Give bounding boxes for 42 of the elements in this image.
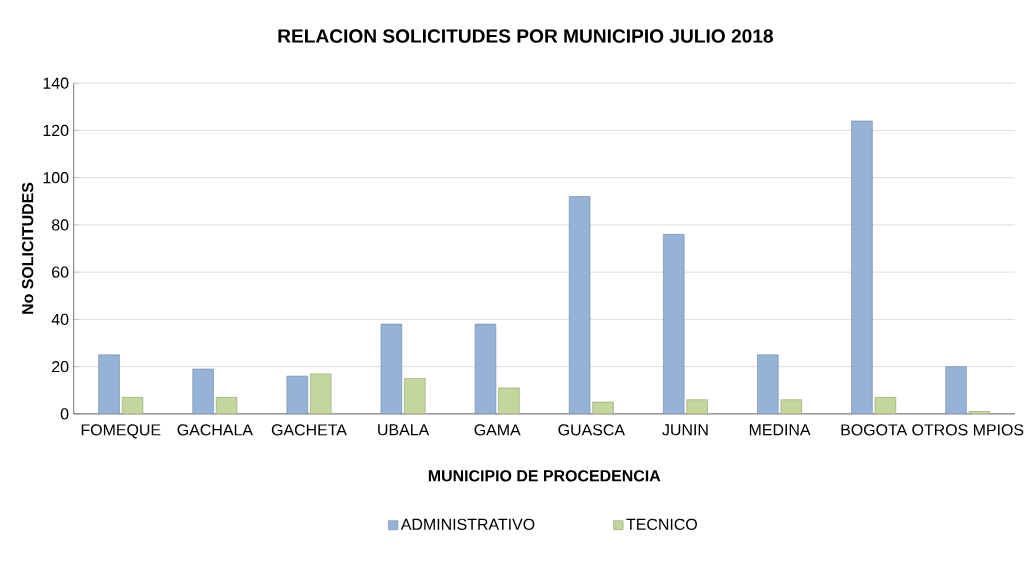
x-tick-label: UBALA [378, 424, 430, 436]
bar [498, 387, 520, 414]
y-tick-label: 120 [43, 124, 69, 136]
y-tick-label: 100 [43, 171, 69, 184]
bar [592, 401, 614, 414]
bar [568, 196, 591, 414]
x-tick-label: BOGOTA [841, 424, 908, 436]
y-tick-label: 60 [52, 266, 69, 278]
bar [310, 373, 332, 414]
x-tick-label: OTROS MPIOS [912, 424, 1024, 436]
bar [404, 378, 426, 414]
bar [968, 411, 991, 414]
x-tick-label: FOMEQUE [81, 424, 161, 439]
bar [686, 399, 708, 414]
y-tick-label: 140 [43, 77, 69, 89]
chart-title: RELACION SOLICITUDES POR MUNICIPIO JULIO 2018 [278, 29, 773, 43]
x-tick-label: GACHALA [177, 424, 253, 436]
legend-label: ADMINISTRATIVO [400, 518, 535, 530]
bar [757, 354, 779, 414]
y-tick-label: 0 [60, 408, 69, 420]
bar [874, 397, 897, 414]
bar [851, 120, 873, 414]
legend-label: TECNICO [626, 518, 697, 530]
bar [380, 323, 403, 414]
x-tick-label: GACHETA [271, 424, 347, 436]
y-tick-label: 40 [51, 313, 69, 325]
bar [192, 368, 214, 414]
y-tick-label: 20 [52, 360, 69, 373]
x-tick-label: GUASCA [558, 424, 625, 436]
bar [945, 366, 967, 414]
x-axis-title: MUNICIPIO DE PROCEDENCIA [428, 470, 661, 482]
x-tick-label: MEDINA [749, 424, 811, 436]
bar [98, 354, 120, 414]
bar [121, 397, 144, 414]
y-axis-title: No SOLICITUDES [22, 182, 34, 314]
x-tick-label: GAMA [474, 424, 521, 436]
bar [780, 399, 802, 414]
x-tick-label: JUNIN [662, 424, 708, 436]
bar [663, 234, 685, 414]
bar [215, 397, 238, 414]
bar [474, 323, 497, 414]
y-tick-label: 80 [51, 219, 69, 231]
